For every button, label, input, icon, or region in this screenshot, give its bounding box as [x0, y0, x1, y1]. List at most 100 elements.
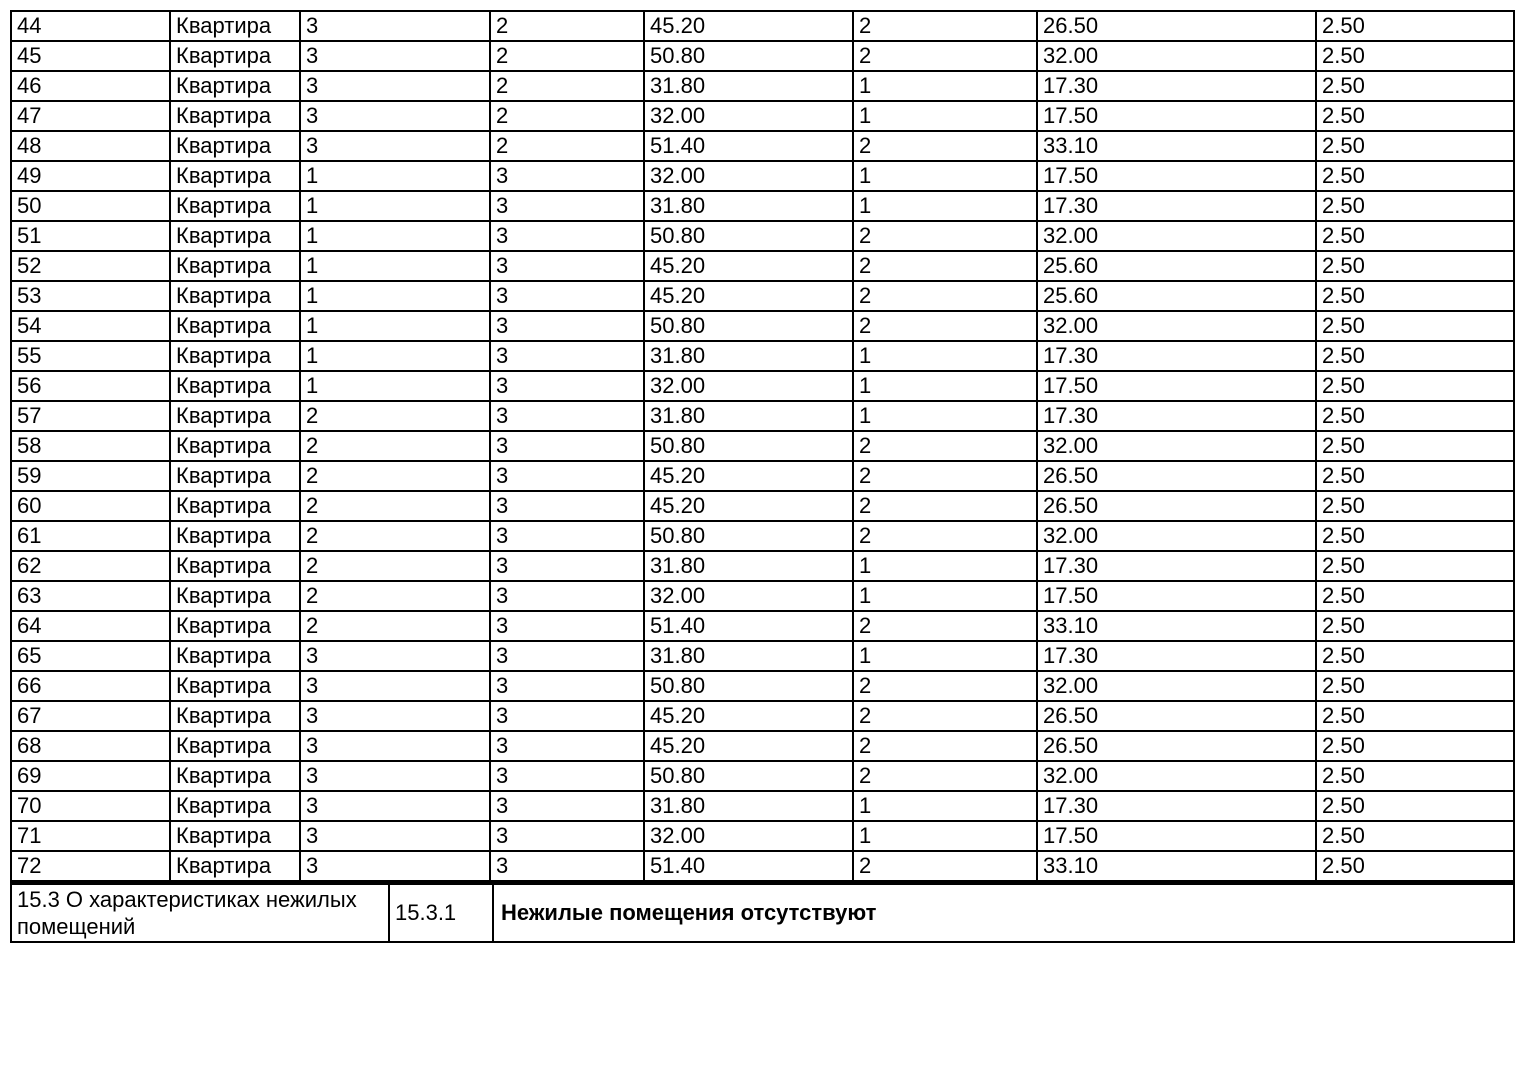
- row-number-cell: 69: [10, 760, 171, 792]
- floor-cell: 3: [489, 160, 645, 192]
- ceiling-height-cell: 2.50: [1315, 760, 1515, 792]
- ceiling-height-cell: 2.50: [1315, 400, 1515, 432]
- total-area-cell: 45.20: [643, 10, 854, 42]
- floor-cell: 3: [489, 520, 645, 552]
- rooms-count-cell: 1: [852, 400, 1038, 432]
- rooms-count-cell: 2: [852, 700, 1038, 732]
- section-cell: 1: [299, 340, 491, 372]
- row-number-cell: 48: [10, 130, 171, 162]
- floor-cell: 3: [489, 850, 645, 883]
- total-area-cell: 50.80: [643, 220, 854, 252]
- rooms-count-cell: 1: [852, 340, 1038, 372]
- living-area-cell: 26.50: [1036, 700, 1317, 732]
- table-row: 45 Квартира 3 2 50.80 2 32.00 2.50: [10, 40, 1515, 72]
- row-number-cell: 57: [10, 400, 171, 432]
- total-area-cell: 45.20: [643, 460, 854, 492]
- living-area-cell: 26.50: [1036, 10, 1317, 42]
- section-cell: 1: [299, 280, 491, 312]
- table-row: 59 Квартира 2 3 45.20 2 26.50 2.50: [10, 460, 1515, 492]
- ceiling-height-cell: 2.50: [1315, 700, 1515, 732]
- rooms-count-cell: 2: [852, 490, 1038, 522]
- total-area-cell: 45.20: [643, 490, 854, 522]
- total-area-cell: 51.40: [643, 130, 854, 162]
- rooms-count-cell: 2: [852, 460, 1038, 492]
- rooms-count-cell: 2: [852, 760, 1038, 792]
- rooms-count-cell: 2: [852, 670, 1038, 702]
- section-15-3-label: 15.3 О характеристиках нежилых помещений: [10, 883, 390, 943]
- rooms-count-cell: 1: [852, 580, 1038, 612]
- ceiling-height-cell: 2.50: [1315, 790, 1515, 822]
- table-row: 70 Квартира 3 3 31.80 1 17.30 2.50: [10, 790, 1515, 822]
- total-area-cell: 50.80: [643, 40, 854, 72]
- ceiling-height-cell: 2.50: [1315, 580, 1515, 612]
- unit-type-cell: Квартира: [169, 790, 301, 822]
- unit-type-cell: Квартира: [169, 580, 301, 612]
- ceiling-height-cell: 2.50: [1315, 40, 1515, 72]
- ceiling-height-cell: 2.50: [1315, 520, 1515, 552]
- unit-type-cell: Квартира: [169, 400, 301, 432]
- unit-type-cell: Квартира: [169, 610, 301, 642]
- floor-cell: 3: [489, 820, 645, 852]
- unit-type-cell: Квартира: [169, 40, 301, 72]
- total-area-cell: 51.40: [643, 610, 854, 642]
- total-area-cell: 45.20: [643, 730, 854, 762]
- table-row: 58 Квартира 2 3 50.80 2 32.00 2.50: [10, 430, 1515, 462]
- ceiling-height-cell: 2.50: [1315, 430, 1515, 462]
- section-cell: 1: [299, 190, 491, 222]
- section-cell: 3: [299, 100, 491, 132]
- total-area-cell: 45.20: [643, 700, 854, 732]
- table-row: 60 Квартира 2 3 45.20 2 26.50 2.50: [10, 490, 1515, 522]
- table-row: 55 Квартира 1 3 31.80 1 17.30 2.50: [10, 340, 1515, 372]
- living-area-cell: 26.50: [1036, 730, 1317, 762]
- table-row: 67 Квартира 3 3 45.20 2 26.50 2.50: [10, 700, 1515, 732]
- rooms-count-cell: 2: [852, 430, 1038, 462]
- unit-type-cell: Квартира: [169, 730, 301, 762]
- section-cell: 3: [299, 40, 491, 72]
- unit-type-cell: Квартира: [169, 850, 301, 883]
- total-area-cell: 31.80: [643, 190, 854, 222]
- table-row: 62 Квартира 2 3 31.80 1 17.30 2.50: [10, 550, 1515, 582]
- living-area-cell: 17.50: [1036, 100, 1317, 132]
- living-area-cell: 25.60: [1036, 250, 1317, 282]
- living-area-cell: 32.00: [1036, 670, 1317, 702]
- total-area-cell: 50.80: [643, 760, 854, 792]
- row-number-cell: 68: [10, 730, 171, 762]
- unit-type-cell: Квартира: [169, 310, 301, 342]
- unit-type-cell: Квартира: [169, 520, 301, 552]
- section-cell: 3: [299, 130, 491, 162]
- ceiling-height-cell: 2.50: [1315, 100, 1515, 132]
- unit-type-cell: Квартира: [169, 160, 301, 192]
- row-number-cell: 67: [10, 700, 171, 732]
- living-area-cell: 33.10: [1036, 130, 1317, 162]
- rooms-count-cell: 1: [852, 160, 1038, 192]
- row-number-cell: 46: [10, 70, 171, 102]
- rooms-count-cell: 1: [852, 550, 1038, 582]
- total-area-cell: 31.80: [643, 550, 854, 582]
- row-number-cell: 58: [10, 430, 171, 462]
- ceiling-height-cell: 2.50: [1315, 550, 1515, 582]
- living-area-cell: 26.50: [1036, 490, 1317, 522]
- total-area-cell: 31.80: [643, 640, 854, 672]
- total-area-cell: 45.20: [643, 280, 854, 312]
- table-row: 68 Квартира 3 3 45.20 2 26.50 2.50: [10, 730, 1515, 762]
- living-area-cell: 17.30: [1036, 340, 1317, 372]
- rooms-count-cell: 2: [852, 220, 1038, 252]
- total-area-cell: 31.80: [643, 70, 854, 102]
- row-number-cell: 53: [10, 280, 171, 312]
- floor-cell: 3: [489, 580, 645, 612]
- floor-cell: 3: [489, 280, 645, 312]
- floor-cell: 3: [489, 700, 645, 732]
- section-cell: 1: [299, 370, 491, 402]
- table-row: 61 Квартира 2 3 50.80 2 32.00 2.50: [10, 520, 1515, 552]
- rooms-count-cell: 1: [852, 820, 1038, 852]
- table-row: 46 Квартира 3 2 31.80 1 17.30 2.50: [10, 70, 1515, 102]
- section-cell: 2: [299, 610, 491, 642]
- unit-type-cell: Квартира: [169, 640, 301, 672]
- unit-type-cell: Квартира: [169, 490, 301, 522]
- total-area-cell: 32.00: [643, 160, 854, 192]
- living-area-cell: 25.60: [1036, 280, 1317, 312]
- ceiling-height-cell: 2.50: [1315, 310, 1515, 342]
- row-number-cell: 49: [10, 160, 171, 192]
- row-number-cell: 50: [10, 190, 171, 222]
